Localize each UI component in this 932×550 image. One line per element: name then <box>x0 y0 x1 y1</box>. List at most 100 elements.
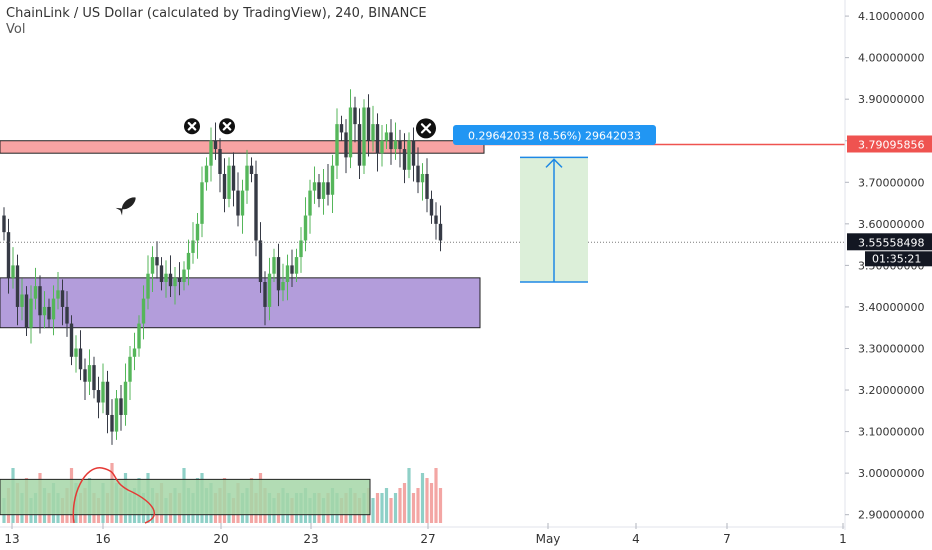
candle-body <box>204 165 209 183</box>
price-tick-label: 4.00000000 <box>858 52 924 65</box>
volume-bar <box>425 478 429 523</box>
candle-body <box>182 269 186 283</box>
price-tick-label: 3.90000000 <box>858 93 924 106</box>
x-mark-cross <box>222 121 232 131</box>
candle-body <box>344 132 348 158</box>
candle-body <box>137 323 141 349</box>
candle-body <box>245 165 249 191</box>
price-tick-label: 3.00000000 <box>858 467 924 480</box>
candle-body <box>132 348 137 357</box>
candle-body <box>276 257 281 291</box>
candle-body <box>29 298 33 328</box>
time-tick-label: May <box>536 532 561 546</box>
volume-bar <box>402 483 407 523</box>
volume-profile-curve <box>72 467 156 524</box>
candle-body <box>240 190 245 216</box>
candle-body <box>425 173 429 199</box>
volume-bar <box>375 493 380 523</box>
candle-body <box>20 294 24 307</box>
candle-body <box>33 286 38 299</box>
candle-body <box>380 140 384 154</box>
candle-body <box>96 390 101 403</box>
candle-body <box>200 182 204 224</box>
time-tick-label: 7 <box>723 532 731 546</box>
candle-body <box>227 165 231 199</box>
time-tick-label: 4 <box>632 532 640 546</box>
candle-body <box>299 240 303 258</box>
candle-body <box>74 348 78 357</box>
annotations: 0.29642033 (8.56%) 29642033 <box>0 118 845 524</box>
volume-bar <box>371 498 375 523</box>
price-tick-label: 3.70000000 <box>858 176 924 189</box>
candle-body <box>335 124 339 166</box>
candle-body <box>15 265 20 307</box>
candle-body <box>254 173 258 241</box>
candle-body <box>321 182 326 199</box>
candle-body <box>159 265 164 283</box>
candle-body <box>330 165 335 195</box>
candle-body <box>6 232 11 278</box>
candle-body <box>416 165 420 183</box>
time-tick-label: 20 <box>213 532 228 546</box>
candle-body <box>114 398 119 432</box>
candle-body <box>389 132 393 150</box>
price-tick-label: 3.10000000 <box>858 426 924 439</box>
countdown-tag: 01:35:21 <box>872 252 921 265</box>
time-tick-label: 23 <box>303 532 318 546</box>
candle-body <box>195 223 200 241</box>
candle-body <box>47 306 51 320</box>
candle-body <box>353 107 357 125</box>
volume-label: Vol <box>6 22 26 37</box>
candle-body <box>411 140 416 166</box>
x-mark-cross <box>187 121 197 131</box>
candle-body <box>249 165 254 174</box>
candle-body <box>123 381 128 415</box>
rocket-icon <box>115 197 136 216</box>
candle-body <box>281 282 285 291</box>
price-tick-label: 3.40000000 <box>858 301 924 314</box>
candle-body <box>83 369 87 382</box>
volume-bar <box>384 488 389 523</box>
candle-body <box>87 365 92 382</box>
candle-body <box>110 414 114 432</box>
volume-bar <box>416 488 420 523</box>
price-axis: 2.90000000 3.00000000 3.10000000 3.20000000… <box>844 0 932 530</box>
candle-body <box>317 182 321 199</box>
price-tick-label: 3.60000000 <box>858 218 924 231</box>
candle-body <box>168 273 173 287</box>
candles <box>2 89 443 445</box>
candle-body <box>69 323 74 357</box>
candle-body <box>339 124 344 133</box>
candle-body <box>420 173 425 183</box>
candle-body <box>272 257 276 274</box>
time-tick-label: 16 <box>95 532 110 546</box>
volume-bar <box>407 468 411 523</box>
candle-body <box>258 240 263 283</box>
candle-body <box>263 282 267 307</box>
resistance-zone <box>0 140 485 154</box>
candle-body <box>407 140 411 170</box>
time-tick-label: 1 <box>839 532 847 546</box>
candle-body <box>267 273 272 307</box>
candle-body <box>393 140 398 150</box>
candle-body <box>177 277 182 283</box>
candle-body <box>222 173 227 199</box>
volume-bar <box>393 493 398 523</box>
candle-body <box>375 124 380 154</box>
volume-bar <box>429 483 434 523</box>
candle-body <box>141 298 146 324</box>
volume-profile-box <box>0 478 371 516</box>
time-axis: 13 16 20 23 27 May 4 7 1 <box>0 523 847 546</box>
candle-body <box>366 107 371 141</box>
candle-body <box>65 306 69 324</box>
candle-body <box>294 257 299 274</box>
candle-body <box>290 265 294 274</box>
resistance-price-tag: 3.79095856 <box>858 138 924 151</box>
measure-arrow-head <box>545 158 563 168</box>
last-price-tag: 3.55558498 <box>858 236 924 249</box>
candle-body <box>362 107 366 166</box>
candle-body <box>119 398 123 415</box>
candle-body <box>308 190 312 216</box>
candle-body <box>438 223 443 241</box>
